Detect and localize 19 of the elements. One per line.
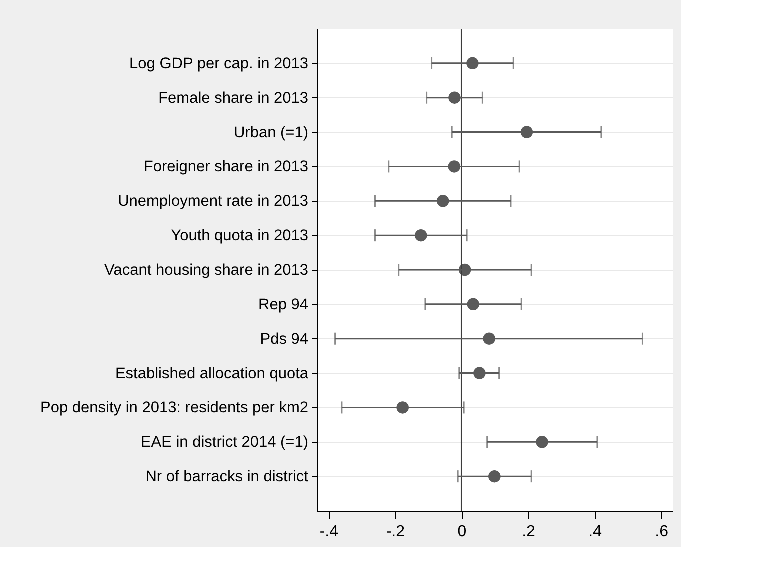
x-tick-label: -.2 xyxy=(386,524,406,540)
y-tick-label: Urban (=1) xyxy=(234,124,308,142)
y-tick-label: Pds 94 xyxy=(260,330,309,348)
y-tick-label: Pop density in 2013: residents per km2 xyxy=(40,400,308,417)
x-tick-label: 0 xyxy=(458,524,467,540)
y-tick-label: Rep 94 xyxy=(258,296,309,314)
y-tick-label: Nr of barracks in district xyxy=(146,468,310,486)
y-tick-label: Foreigner share in 2013 xyxy=(144,158,308,176)
y-tick-label: Log GDP per cap. in 2013 xyxy=(130,55,308,72)
x-tick-label: -.4 xyxy=(320,524,339,540)
y-tick-label: Youth quota in 2013 xyxy=(171,228,308,245)
x-tick-label: .4 xyxy=(588,524,602,540)
y-tick-label: EAE in district 2014 (=1) xyxy=(140,434,308,452)
y-tick-label: Vacant housing share in 2013 xyxy=(104,262,308,279)
y-tick-label: Female share in 2013 xyxy=(158,90,308,107)
y-tick-label: Established allocation quota xyxy=(115,365,309,382)
x-tick-label: .2 xyxy=(522,524,536,540)
x-tick-label: .6 xyxy=(655,524,669,540)
y-tick-label: Unemployment rate in 2013 xyxy=(118,193,308,210)
